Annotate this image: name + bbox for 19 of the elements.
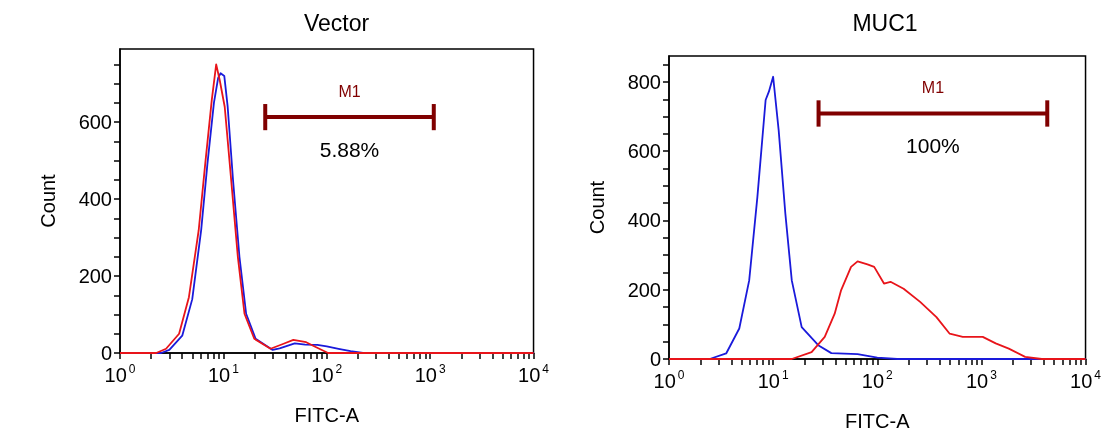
annotation: M1 bbox=[338, 82, 361, 100]
y-tick-label: 600 bbox=[78, 111, 112, 134]
y-tick-label: 200 bbox=[78, 265, 112, 288]
y-axis-title: Count bbox=[586, 180, 608, 235]
chart-title: Vector bbox=[303, 9, 370, 36]
annotation: 100% bbox=[906, 133, 960, 157]
y-axis-title: Count bbox=[37, 173, 59, 228]
y-tick-label: 600 bbox=[627, 140, 661, 163]
y-tick-label: 0 bbox=[100, 342, 112, 364]
y-tick-label: 0 bbox=[649, 348, 661, 370]
y-tick-label: 200 bbox=[627, 278, 661, 301]
chart-title: MUC1 bbox=[852, 9, 918, 36]
y-tick-label: 800 bbox=[627, 70, 661, 93]
x-axis-title: FITC-A bbox=[845, 410, 911, 432]
annotation: M1 bbox=[921, 78, 945, 96]
y-tick-label: 400 bbox=[627, 209, 661, 232]
annotation: 5.88% bbox=[319, 137, 380, 161]
x-axis-title: FITC-A bbox=[294, 404, 360, 426]
y-tick-label: 400 bbox=[78, 188, 112, 211]
